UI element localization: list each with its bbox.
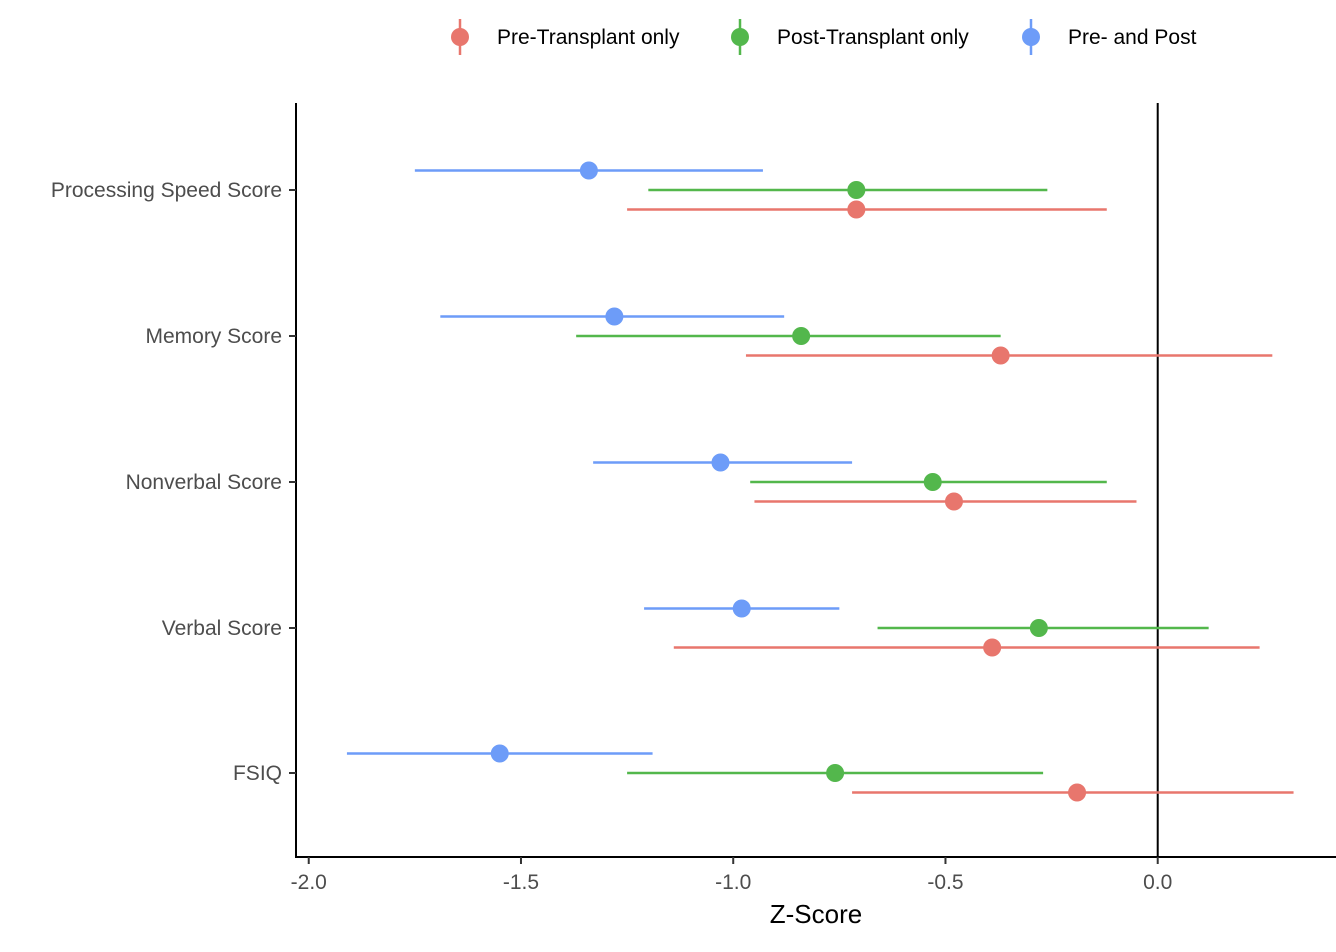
point-estimate: [923, 473, 942, 491]
x-axis-ticks: -2.0 -1.5 -1.0 -0.5 0.0: [291, 857, 1172, 894]
legend-item: Pre- and Post: [1022, 19, 1197, 55]
x-axis-title: Z-Score: [770, 899, 862, 929]
y-tick-label: Processing Speed Score: [51, 179, 282, 202]
x-tick-label: -1.0: [715, 871, 751, 894]
y-axis-ticks: Processing Speed Score Memory Score Nonver…: [51, 179, 296, 785]
point-estimate: [579, 161, 598, 180]
x-tick-label: -0.5: [927, 871, 963, 894]
point-estimate: [792, 327, 811, 345]
series-0: [627, 200, 1294, 802]
y-tick-label: Memory Score: [145, 325, 282, 348]
y-tick-label: FSIQ: [233, 762, 282, 785]
point-estimate: [847, 200, 866, 219]
legend-label: Post-Transplant only: [777, 26, 969, 49]
legend-key-point: [731, 28, 749, 46]
point-estimate: [711, 453, 730, 472]
legend: Pre-Transplant only Post-Transplant only P…: [451, 19, 1197, 55]
legend-item: Pre-Transplant only: [451, 19, 680, 55]
y-tick-label: Verbal Score: [162, 617, 282, 640]
series-1: [576, 181, 1209, 782]
legend-label: Pre-Transplant only: [497, 26, 680, 49]
legend-key-point: [451, 28, 469, 46]
point-estimate: [944, 492, 963, 511]
point-estimate: [732, 599, 751, 618]
x-tick-label: 0.0: [1143, 871, 1172, 894]
x-tick-label: -1.5: [503, 871, 539, 894]
point-estimate: [826, 764, 845, 782]
y-tick-label: Nonverbal Score: [126, 471, 282, 494]
legend-key-point: [1022, 28, 1040, 46]
point-estimate: [605, 307, 624, 326]
series-2: [346, 161, 853, 763]
point-estimate: [983, 638, 1002, 657]
x-tick-label: -2.0: [291, 871, 327, 894]
legend-label: Pre- and Post: [1068, 26, 1197, 49]
plot-area: Processing Speed Score Memory Score Nonver…: [51, 103, 1336, 894]
point-estimate: [991, 346, 1010, 365]
data-marks: [346, 161, 1294, 802]
point-estimate: [1029, 619, 1048, 637]
point-estimate: [1068, 783, 1087, 802]
legend-item: Post-Transplant only: [731, 19, 969, 55]
point-estimate: [490, 744, 509, 763]
point-estimate: [847, 181, 866, 199]
